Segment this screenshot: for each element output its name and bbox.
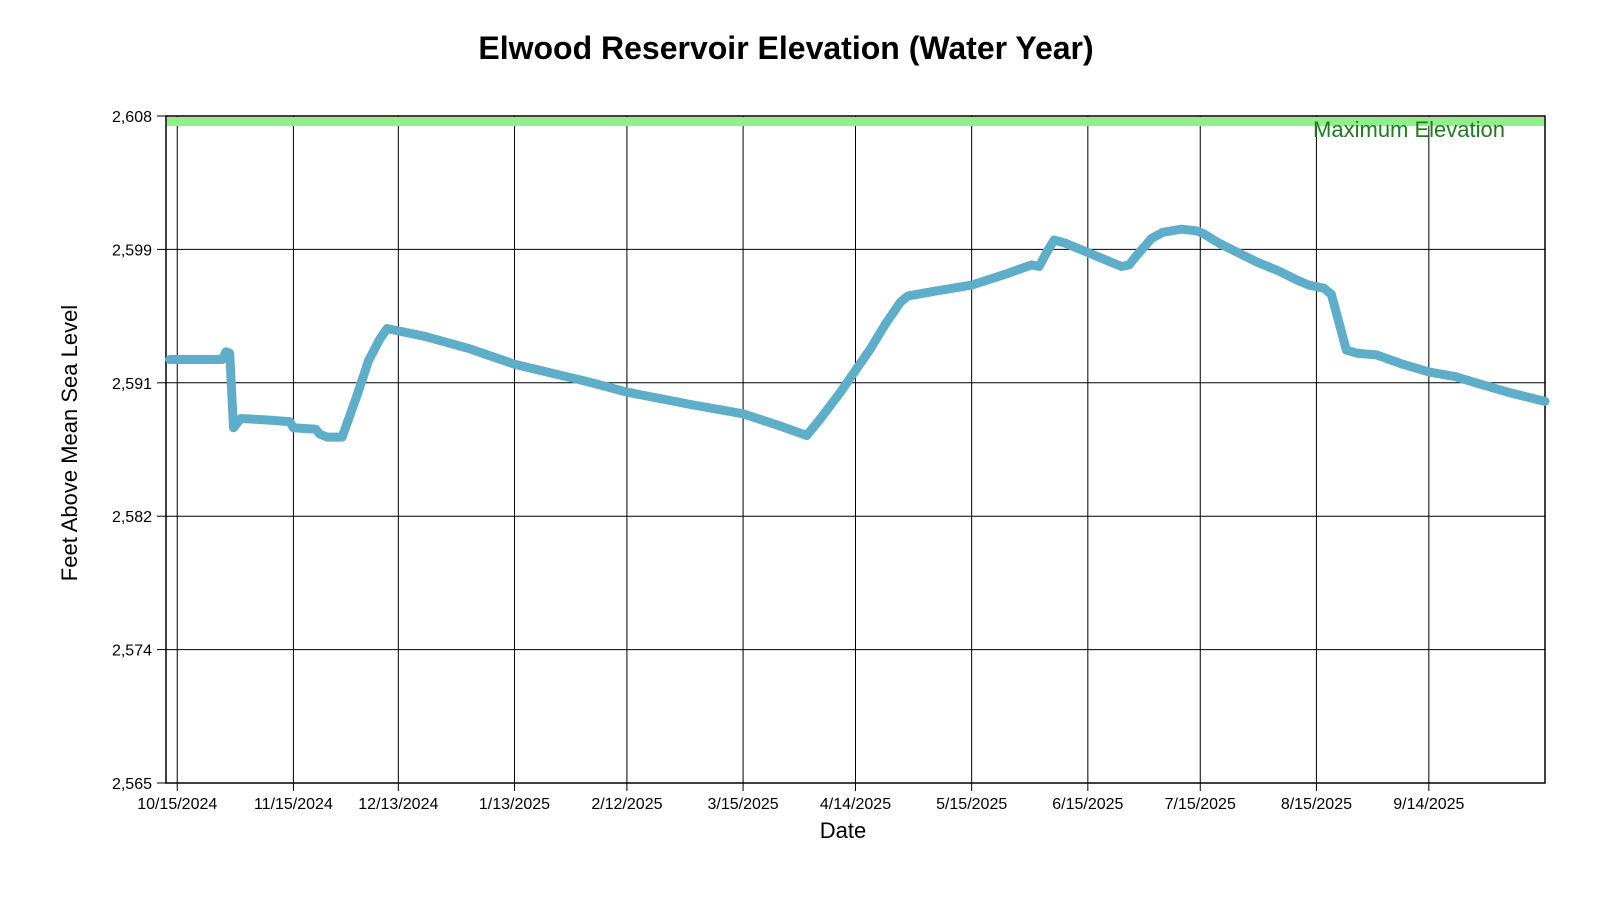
y-axis-title: Feet Above Mean Sea Level — [57, 304, 82, 582]
y-tick-label: 2,591 — [112, 376, 152, 393]
x-tick-label: 8/15/2025 — [1281, 796, 1352, 813]
x-tick-label: 4/14/2025 — [820, 796, 891, 813]
x-tick-label: 10/15/2024 — [137, 796, 217, 813]
x-tick-label: 12/13/2024 — [358, 796, 438, 813]
elevation-line — [165, 224, 1550, 442]
y-tick-label: 2,565 — [112, 776, 152, 793]
plot-border — [165, 115, 1546, 784]
chart-title: Elwood Reservoir Elevation (Water Year) — [478, 30, 1094, 66]
x-tick-label: 9/14/2025 — [1393, 796, 1464, 813]
x-tick-label: 6/15/2025 — [1052, 796, 1123, 813]
x-tick-label: 11/15/2024 — [254, 796, 333, 813]
max-elevation-band — [167, 117, 1544, 126]
max-elevation-label: Maximum Elevation — [1313, 117, 1505, 142]
x-tick-label: 2/12/2025 — [591, 796, 662, 813]
y-tick-label: 2,582 — [112, 509, 152, 526]
x-axis-title: Date — [819, 818, 867, 843]
x-tick-label: 1/13/2025 — [479, 796, 550, 813]
y-tick-label: 2,574 — [112, 643, 152, 660]
x-tick-label: 7/15/2025 — [1165, 796, 1236, 813]
y-tick-label: 2,599 — [112, 242, 152, 259]
y-tick-label: 2,608 — [112, 109, 152, 126]
x-tick-label: 5/15/2025 — [936, 796, 1007, 813]
x-tick-label: 3/15/2025 — [707, 796, 778, 813]
